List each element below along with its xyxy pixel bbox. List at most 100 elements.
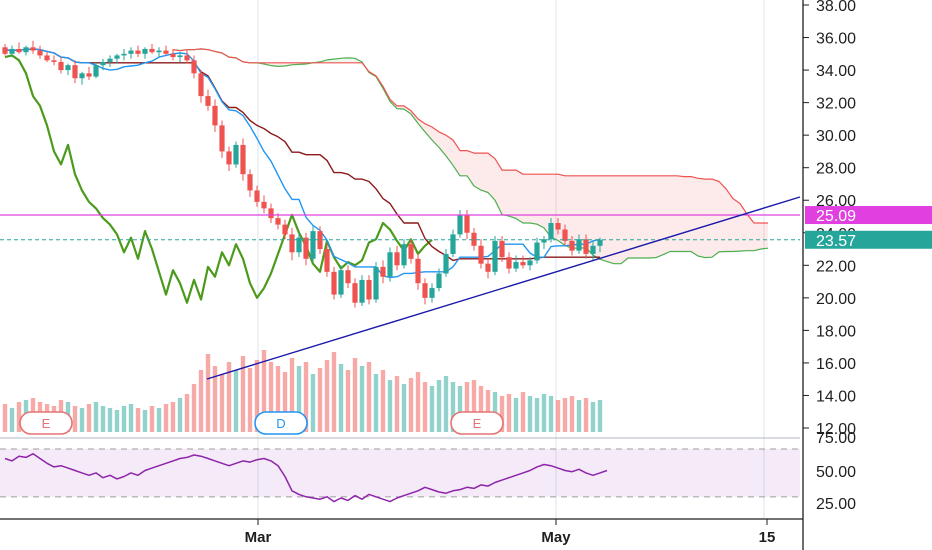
- rsi-tick-label: 25.00: [816, 496, 856, 513]
- candle-body: [527, 260, 533, 266]
- volume-bar: [247, 368, 253, 432]
- cloud-segment: [712, 179, 719, 258]
- volume-bar: [408, 378, 414, 432]
- volume-bar: [233, 370, 239, 432]
- volume-bar: [107, 408, 113, 432]
- cloud-segment: [754, 223, 761, 251]
- volume-bar: [338, 364, 344, 432]
- volume-bar: [93, 402, 99, 432]
- event-label: E: [473, 416, 482, 431]
- cloud-segment: [691, 176, 698, 256]
- price-tag-value: 23.57: [816, 233, 856, 250]
- candle-body: [198, 73, 204, 97]
- volume-bar: [2, 404, 8, 432]
- candle-body: [226, 151, 232, 165]
- rsi-tick-label: 75.00: [816, 430, 856, 447]
- candle-body: [16, 48, 22, 53]
- candle-body: [534, 242, 540, 261]
- volume-bar: [527, 396, 533, 432]
- candle-body: [324, 249, 330, 272]
- cloud-segment: [705, 179, 712, 258]
- cloud-segment: [544, 174, 551, 238]
- volume-bar: [212, 366, 218, 432]
- rsi-pane: [0, 437, 800, 503]
- volume-bar: [79, 408, 85, 432]
- cloud-segment: [621, 175, 628, 264]
- candle-body: [415, 258, 421, 284]
- leading-span-a: [172, 48, 769, 265]
- candle-body: [233, 144, 239, 165]
- volume-bar: [366, 362, 372, 432]
- leading-span-b: [172, 48, 768, 224]
- candle-body: [30, 47, 36, 51]
- candle-body: [499, 240, 505, 258]
- cloud-segment: [642, 175, 649, 258]
- rsi-tick-label: 50.00: [816, 464, 856, 481]
- candle-body: [352, 283, 358, 303]
- cloud-segment: [509, 170, 516, 219]
- event-marker[interactable]: E: [19, 411, 73, 435]
- candle-body: [597, 239, 603, 246]
- candle-body: [436, 273, 442, 289]
- candle-body: [100, 61, 106, 66]
- candle-body: [492, 240, 498, 272]
- volume-bar: [86, 404, 92, 432]
- volume-bar: [576, 400, 582, 432]
- price-tick-label: 14.00: [816, 388, 856, 405]
- price-tick-label: 34.00: [816, 63, 856, 80]
- candle-body: [366, 279, 372, 300]
- volume-bar: [464, 382, 470, 432]
- volume-bar: [226, 362, 232, 432]
- volume-bar: [450, 382, 456, 432]
- cloud-segment: [502, 170, 509, 217]
- candle-body: [590, 245, 596, 254]
- volume-bar: [100, 406, 106, 432]
- candle-body: [555, 223, 561, 230]
- candle-body: [107, 58, 113, 62]
- cloud-segment: [467, 150, 474, 186]
- candle-body: [345, 270, 351, 284]
- volume-bar: [359, 366, 365, 432]
- candle-body: [583, 239, 589, 254]
- cloud-segment: [698, 178, 705, 258]
- candle-body: [170, 53, 176, 58]
- candle-body: [450, 234, 456, 254]
- volume-bar: [163, 404, 169, 432]
- cloud-segment: [733, 198, 740, 252]
- candle-body: [478, 245, 484, 264]
- cloud-segment: [607, 175, 614, 264]
- event-badge: [254, 411, 308, 435]
- candle-body: [338, 270, 344, 295]
- cloud-segment: [761, 223, 768, 250]
- volume-bar: [499, 396, 505, 432]
- cloud-segment: [404, 105, 411, 115]
- volume-bar: [261, 350, 267, 432]
- volume-bar: [520, 392, 526, 432]
- candle-body: [359, 279, 365, 303]
- candle-body: [289, 234, 295, 253]
- ichimoku-cloud: [172, 48, 769, 265]
- price-tick-label: 38.00: [816, 0, 856, 15]
- cloud-segment: [495, 158, 502, 215]
- trend-overlays: [0, 196, 801, 380]
- candle-body: [268, 208, 274, 219]
- event-badge: [450, 411, 504, 435]
- candle-body: [548, 223, 554, 240]
- event-marker[interactable]: D: [254, 411, 308, 435]
- volume-bar: [534, 398, 540, 432]
- volume-bar: [289, 358, 295, 432]
- price-tick-label: 28.00: [816, 161, 856, 178]
- candle-body: [114, 55, 120, 59]
- cloud-segment: [670, 175, 677, 252]
- event-marker[interactable]: E: [450, 411, 504, 435]
- candle-body: [457, 214, 463, 235]
- candle-body: [149, 48, 155, 53]
- volume-bar: [443, 376, 449, 432]
- candle-body: [506, 257, 512, 269]
- volume-bar: [401, 384, 407, 432]
- time-tick-label: 15: [759, 529, 776, 546]
- candle-body: [142, 48, 148, 54]
- price-tag: 23.57: [805, 230, 932, 250]
